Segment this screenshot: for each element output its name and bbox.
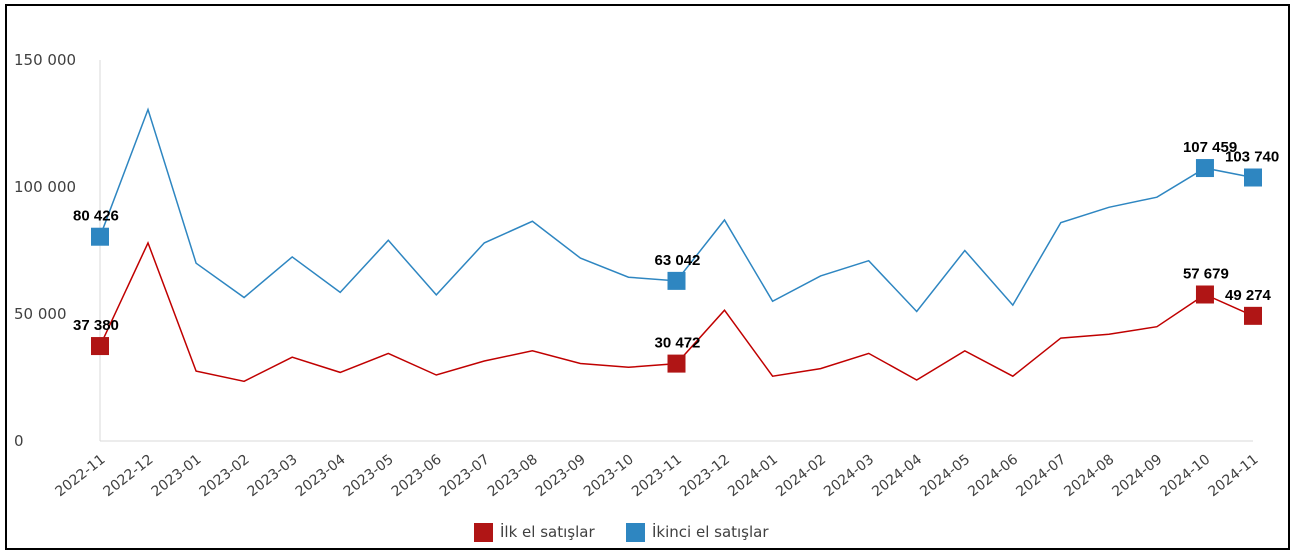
x-tick-label: 2024-02 [773,452,829,501]
x-tick-label: 2023-11 [629,452,685,501]
x-tick-label: 2024-03 [821,452,877,501]
data-point-marker [1244,168,1262,187]
x-tick-label: 2023-10 [581,452,637,501]
data-point-marker [91,227,109,246]
x-tick-label: 2024-08 [1061,452,1117,501]
data-point-marker [1195,159,1214,178]
x-tick-label: 2023-12 [677,452,733,501]
legend-swatch [474,523,493,542]
data-label: 63 042 [655,252,701,269]
y-tick-label: 0 [14,432,24,450]
x-tick-label: 2024-07 [1013,452,1069,501]
x-tick-label: 2022-12 [101,452,157,501]
x-tick-label: 2023-05 [341,452,397,501]
data-point-marker [1244,306,1262,325]
chart-frame [5,4,1290,550]
data-label: 103 740 [1225,149,1279,166]
y-tick-label: 150 000 [14,51,76,69]
x-tick-label: 2023-07 [437,452,493,501]
x-tick-label: 2023-08 [485,452,541,501]
x-tick-label: 2022-11 [53,452,109,501]
data-label: 49 274 [1225,287,1272,304]
x-tick-label: 2024-06 [965,451,1021,500]
data-labels: 37 380 30 472 57 679 49 274 80 426 63 042 107 … [73,139,1279,352]
x-tick-label: 2024-05 [917,452,973,501]
data-point-marker [91,337,109,356]
x-tick-label: 2023-02 [197,452,253,501]
x-tick-label: 2023-03 [245,452,301,501]
data-point-marker [667,354,686,373]
x-tick-label: 2024-10 [1157,452,1213,501]
x-tick-label: 2024-01 [725,452,781,501]
x-tick-label: 2024-11 [1206,452,1262,501]
x-tick-label: 2024-04 [869,451,925,500]
series-markers [91,159,1262,373]
y-tick-label: 50 000 [14,305,67,323]
data-label: 80 426 [73,208,119,225]
x-tick-label: 2023-06 [389,451,445,500]
x-tick-label: 2023-04 [293,451,349,500]
x-tick-label: 2024-09 [1109,452,1165,501]
x-tick-label: 2023-09 [533,452,589,501]
legend: İlk el satışlar İkinci el satışlar [474,522,769,542]
legend-swatch [626,523,645,542]
x-tick-label: 2023-01 [149,452,205,501]
legend-label: İlk el satışlar [500,522,595,541]
legend-label: İkinci el satışlar [652,522,769,541]
data-point-marker [1195,285,1214,304]
data-label: 107 459 [1183,139,1237,156]
data-label: 37 380 [73,317,119,334]
y-tick-label: 100 000 [14,178,76,196]
data-label: 57 679 [1183,265,1229,282]
data-label: 30 472 [655,335,701,352]
data-point-marker [667,271,686,290]
